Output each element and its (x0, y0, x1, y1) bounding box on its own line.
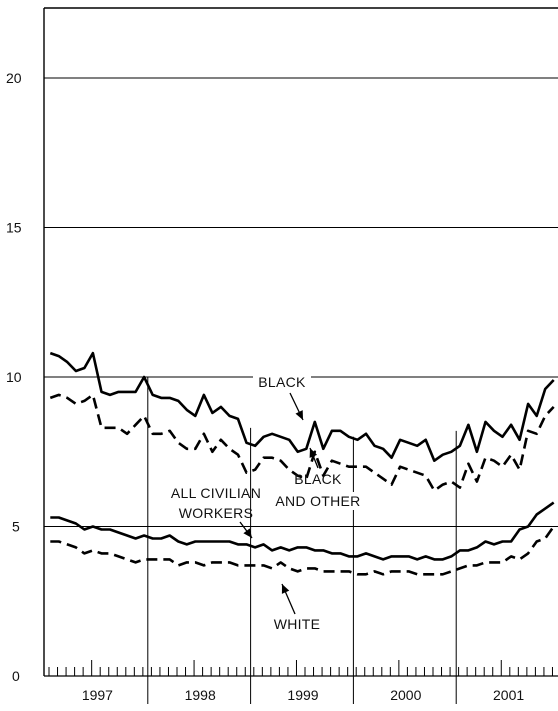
chart-frame (43, 7, 558, 677)
annotation-label: BLACK (294, 471, 342, 487)
x-category-label: 1999 (287, 687, 318, 703)
series-line-black (49, 351, 555, 463)
x-category-label: 1998 (185, 687, 216, 703)
series-lines (49, 351, 555, 576)
x-axis-category-labels: 1997 1998 1999 2000 2001 (82, 687, 525, 703)
y-tick-label: 5 (12, 519, 20, 535)
x-axis-ticks (48, 377, 553, 704)
annotation-label: BLACK (258, 374, 306, 390)
y-tick-label: 10 (6, 369, 22, 385)
annotation-label: WORKERS (179, 505, 253, 521)
x-category-label: 2001 (493, 687, 524, 703)
series-line-all-civilian-workers (50, 501, 555, 561)
annotation-arrow-head (295, 410, 303, 420)
annotation-label: AND OTHER (275, 493, 360, 509)
annotation-arrow-head (243, 528, 252, 538)
series-annotations: BLACK BLACK AND OTHER ALL CIVILIAN WORKERS WH… (171, 373, 366, 632)
series-line-white (50, 525, 555, 576)
annotation-bg (253, 373, 311, 391)
y-tick-label: 15 (6, 220, 22, 236)
y-axis-tick-labels: 0 5 10 15 20 (6, 70, 22, 684)
x-category-label: 2000 (390, 687, 421, 703)
annotation-label: ALL CIVILIAN (171, 485, 261, 501)
annotation-arrow-head (309, 448, 318, 458)
series-line-black-and-other (49, 393, 555, 492)
x-category-label: 1997 (82, 687, 113, 703)
y-tick-label: 20 (6, 70, 22, 86)
annotation-label: WHITE (274, 616, 321, 632)
annotation-bg (270, 492, 366, 510)
annotation-arrow-head (281, 584, 290, 594)
y-tick-label: 0 (12, 668, 20, 684)
